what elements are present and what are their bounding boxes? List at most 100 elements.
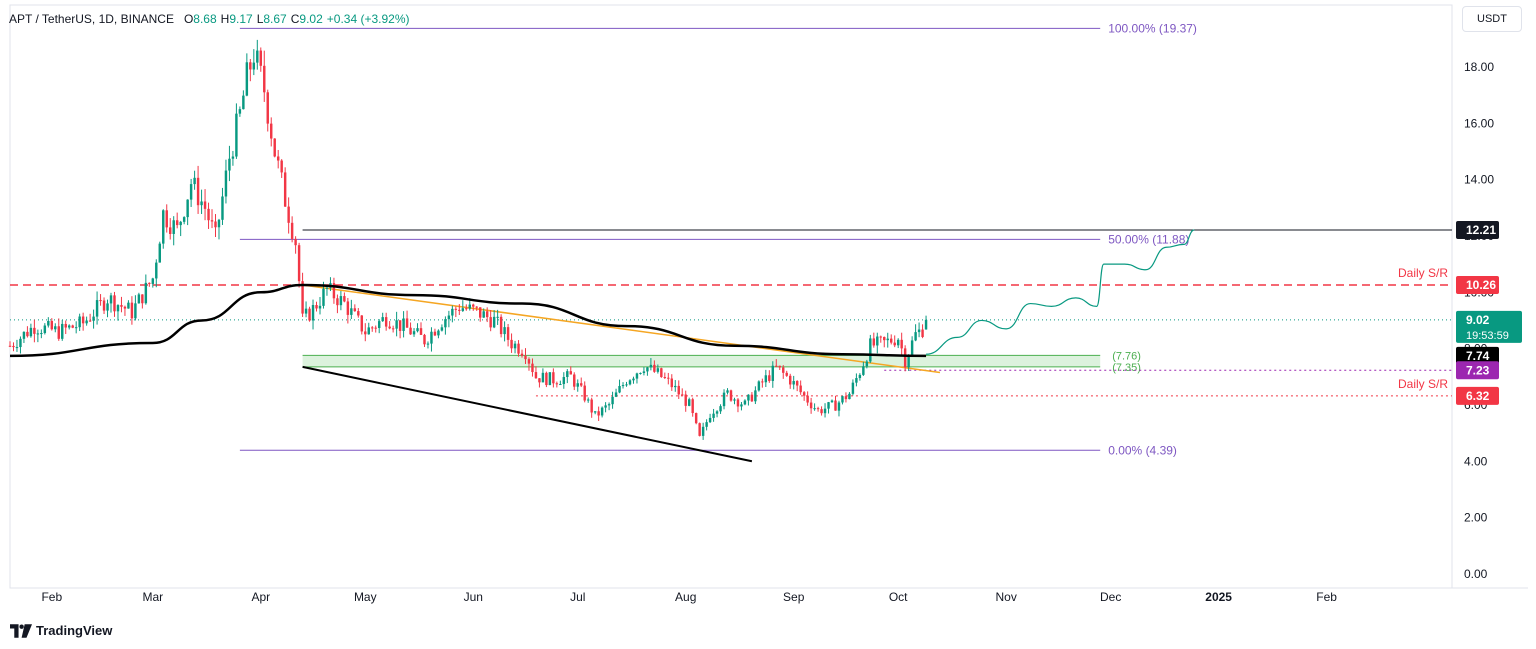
candle-body: [506, 327, 510, 340]
candle-body: [249, 62, 252, 70]
candle-body: [674, 385, 677, 388]
candle-body: [353, 308, 357, 312]
last-price-value: 9.02: [1466, 313, 1490, 327]
candle-body: [590, 399, 593, 413]
candle-body: [231, 156, 235, 159]
candle-body: [862, 366, 865, 375]
candle-body: [851, 382, 855, 394]
candle-body: [555, 383, 559, 385]
open-key: O: [183, 12, 194, 26]
candle-body: [733, 399, 736, 401]
candle-body: [283, 172, 287, 207]
x-tick-label: Jul: [570, 590, 585, 604]
candle-body: [677, 385, 680, 395]
candle-body: [162, 210, 165, 244]
candle-body: [855, 378, 858, 383]
candle-body: [792, 381, 795, 385]
candle-body: [151, 278, 155, 284]
candle-body: [451, 308, 454, 316]
candle-body: [430, 331, 433, 344]
x-tick-label: Feb: [1316, 590, 1337, 604]
candle-body: [872, 338, 876, 346]
candle-body: [778, 365, 781, 368]
candle-body: [315, 305, 318, 309]
candle-body: [646, 367, 649, 372]
candle-body: [611, 396, 614, 405]
candle-body: [858, 374, 862, 379]
candle-body: [419, 328, 423, 335]
candle-body: [360, 315, 364, 332]
candle-body: [820, 409, 823, 414]
tradingview-logo-icon: [10, 623, 32, 638]
candle-body: [848, 393, 851, 400]
candle-body: [649, 364, 653, 368]
close-value: 9.02: [299, 12, 323, 26]
x-tick-label: Nov: [995, 590, 1016, 604]
candle-body: [273, 138, 276, 157]
fib-level-label: 50.00% (11.88): [1108, 232, 1189, 246]
candle-body: [245, 62, 249, 96]
candle-body: [492, 316, 496, 328]
candle-body: [109, 295, 113, 304]
candle-body: [95, 300, 99, 317]
candle-body: [127, 302, 130, 309]
candle-body: [635, 373, 639, 379]
candle-body: [402, 318, 405, 331]
candle-body: [883, 336, 886, 341]
candle-body: [343, 296, 346, 302]
candle-body: [893, 342, 896, 346]
candle-body: [694, 413, 698, 424]
candle-body: [287, 206, 290, 223]
candle-body: [628, 380, 632, 385]
candle-body: [437, 330, 440, 336]
candle-body: [395, 320, 398, 329]
candle-body: [189, 184, 193, 200]
candle-body: [304, 308, 308, 314]
candle-body: [670, 378, 674, 388]
candle-body: [597, 411, 600, 416]
candle-body: [632, 378, 635, 381]
candle-body: [468, 304, 471, 309]
candle-body: [371, 327, 374, 329]
candle-body: [57, 326, 60, 339]
tradingview-brand[interactable]: TradingView: [10, 623, 112, 638]
candle-body: [593, 411, 597, 413]
level-badge-10-26-bg: [1456, 275, 1499, 294]
candle-body: [388, 326, 391, 329]
candle-body: [583, 385, 586, 401]
candle-body: [924, 319, 928, 330]
candle-body: [475, 306, 478, 308]
candle-body: [102, 300, 106, 311]
candle-body: [54, 326, 57, 330]
candle-body: [252, 62, 256, 70]
currency-button[interactable]: USDT: [1462, 6, 1522, 32]
candle-body: [19, 338, 22, 348]
candle-body: [217, 219, 221, 228]
candle-body: [256, 50, 259, 63]
y-tick-label: 4.00: [1464, 454, 1488, 468]
ma-badge: 7.74: [1466, 349, 1490, 363]
candle-body: [534, 372, 538, 379]
candle-body: [447, 315, 451, 320]
candle-body: [719, 406, 722, 412]
candle-body: [513, 343, 517, 349]
candle-body: [144, 282, 148, 304]
candle-body: [440, 327, 444, 331]
candle-body: [903, 348, 907, 368]
candle-body: [705, 422, 708, 427]
candle-body: [339, 296, 343, 306]
candle-body: [175, 220, 179, 226]
candle-body: [600, 407, 604, 416]
trendline-descending-support: [302, 365, 753, 463]
candle-body: [520, 353, 524, 356]
candle-body: [405, 318, 409, 328]
low-value: 8.67: [263, 12, 287, 26]
candle-body: [155, 262, 158, 279]
candle-body: [8, 345, 12, 347]
candle-body: [576, 383, 579, 387]
candle-body: [426, 343, 430, 345]
candle-body: [33, 327, 36, 334]
candle-body: [788, 375, 792, 385]
candle-body: [489, 317, 492, 328]
